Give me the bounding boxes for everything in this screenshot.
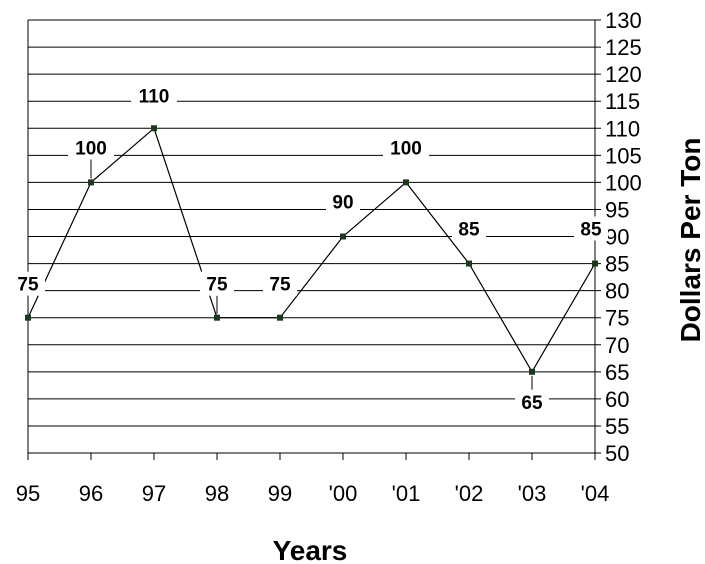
data-label: 100	[75, 138, 107, 159]
data-label-background	[68, 135, 114, 160]
y-tick-label: 115	[605, 89, 640, 114]
data-label-background	[200, 271, 234, 296]
x-axis-title: Years	[273, 535, 348, 564]
x-tick-label: 95	[16, 481, 40, 506]
label-leader-lines	[27, 159, 533, 390]
y-tick-label: 120	[605, 62, 642, 87]
data-point	[529, 368, 535, 375]
data-label-background	[383, 135, 429, 160]
y-tick-label: 90	[605, 225, 629, 250]
data-label: 65	[521, 393, 543, 414]
x-tick-label: '02	[455, 481, 484, 506]
x-tick-label: '04	[581, 481, 610, 506]
x-tick-label: '03	[518, 481, 547, 506]
series-line	[27, 127, 596, 373]
data-point	[214, 314, 220, 321]
y-tick-label: 75	[605, 306, 629, 331]
data-labels: 75 100 110 75 75 90 100 85 65 85	[11, 83, 608, 414]
data-point	[277, 314, 283, 321]
y-tick-label: 55	[605, 414, 629, 439]
x-tick-label: 99	[268, 481, 292, 506]
data-point	[403, 179, 409, 186]
y-tick-label: 95	[605, 197, 629, 222]
y-axis-title: Dollars Per Ton	[675, 138, 705, 343]
data-label: 85	[580, 220, 602, 241]
data-points	[25, 125, 598, 375]
x-tick-label: '01	[392, 481, 421, 506]
y-tick-label: 80	[605, 279, 629, 304]
y-tick-label: 85	[605, 252, 629, 277]
data-label-background	[11, 271, 45, 296]
data-label: 75	[206, 275, 228, 296]
data-label: 75	[17, 275, 39, 296]
x-tick-label: 98	[205, 481, 229, 506]
y-tick-label: 60	[605, 387, 629, 412]
data-label-background	[326, 189, 360, 214]
y-tick-label: 70	[605, 333, 629, 358]
y-tick-label: 50	[605, 441, 629, 466]
data-point	[592, 260, 598, 267]
data-point	[88, 179, 94, 186]
data-label: 90	[332, 193, 353, 214]
x-tick-label: 97	[142, 481, 166, 506]
y-tick-label: 65	[605, 360, 629, 385]
data-label: 85	[458, 220, 480, 241]
y-tick-label: 125	[605, 35, 642, 60]
data-point	[340, 233, 346, 240]
data-label-background	[452, 216, 486, 241]
y-tick-label: 110	[605, 116, 640, 141]
data-label: 110	[139, 86, 170, 107]
gridlines	[27, 19, 601, 454]
data-label-background	[574, 216, 608, 241]
data-point	[466, 260, 472, 267]
y-tick-label: 100	[605, 170, 642, 195]
data-label-background	[515, 389, 549, 414]
x-axis-ticks: 95 96 97 98 99 '00 '01 '02 '03 '04	[16, 453, 610, 506]
data-label: 100	[390, 138, 422, 159]
data-point	[151, 125, 157, 132]
x-tick-label: '00	[329, 481, 358, 506]
y-tick-label: 105	[605, 143, 642, 168]
data-label-background	[131, 83, 177, 108]
data-label-background	[263, 271, 297, 296]
x-tick-label: 96	[79, 481, 103, 506]
y-tick-label: 130	[605, 8, 642, 33]
data-label: 75	[269, 275, 291, 296]
data-point	[25, 314, 31, 321]
